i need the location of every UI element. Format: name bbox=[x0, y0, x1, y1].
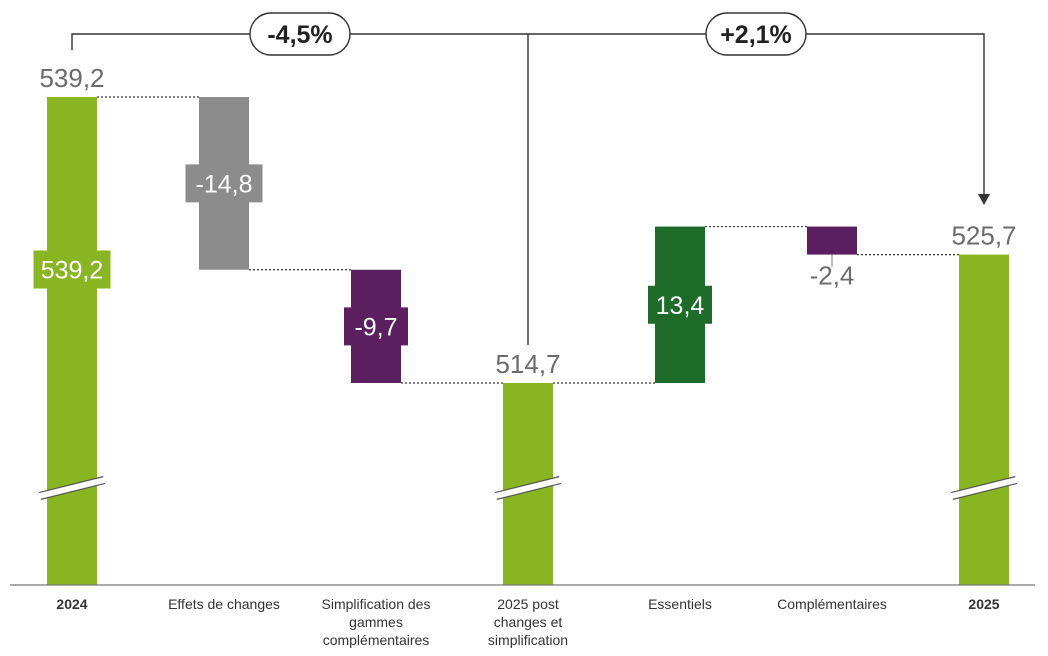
value-label-above: 514,7 bbox=[495, 349, 560, 379]
value-label-above: 539,2 bbox=[39, 63, 104, 93]
value-label-box bbox=[648, 285, 712, 324]
category-label: 2025 bbox=[968, 596, 999, 612]
value-label-above: 525,7 bbox=[951, 221, 1016, 251]
category-label: Effets de changes bbox=[168, 596, 280, 612]
axis-break-mark bbox=[494, 476, 560, 494]
category-label: Essentiels bbox=[648, 596, 712, 612]
bar-7 bbox=[959, 254, 1009, 585]
growth-pill-label: +2,1% bbox=[720, 21, 792, 49]
bar-6 bbox=[807, 226, 857, 255]
value-label-below: -2,4 bbox=[810, 261, 855, 291]
category-label: 2024 bbox=[56, 596, 87, 612]
value-label-box bbox=[185, 164, 263, 203]
value-label-box bbox=[33, 250, 111, 289]
axis-break-mark bbox=[38, 476, 104, 494]
value-label-box bbox=[344, 307, 408, 346]
growth-pill bbox=[705, 12, 807, 56]
category-label: Complémentaires bbox=[777, 596, 887, 612]
value-label-inside: 539,2 bbox=[41, 257, 104, 285]
axis-break-mark bbox=[950, 476, 1016, 494]
category-label: changes et bbox=[494, 614, 563, 630]
category-label: 2025 post bbox=[497, 596, 559, 612]
axis-break-gap bbox=[953, 477, 1015, 499]
bar-1 bbox=[47, 97, 97, 585]
growth-pill bbox=[249, 12, 351, 56]
value-label-inside: -9,7 bbox=[354, 313, 397, 341]
axis-break-gap bbox=[41, 477, 103, 499]
category-label: gammes bbox=[349, 614, 403, 630]
axis-break-mark bbox=[952, 482, 1018, 500]
category-label: complémentaires bbox=[323, 632, 430, 648]
category-label: Simplification des bbox=[322, 596, 431, 612]
value-label-inside: 13,4 bbox=[656, 292, 705, 320]
category-label: simplification bbox=[488, 632, 568, 648]
axis-break-mark bbox=[496, 482, 562, 500]
arrowhead bbox=[978, 194, 990, 205]
value-label-inside: -14,8 bbox=[196, 170, 253, 198]
growth-pill-label: -4,5% bbox=[267, 21, 332, 49]
axis-break-gap bbox=[497, 477, 559, 499]
axis-break-mark bbox=[40, 482, 106, 500]
